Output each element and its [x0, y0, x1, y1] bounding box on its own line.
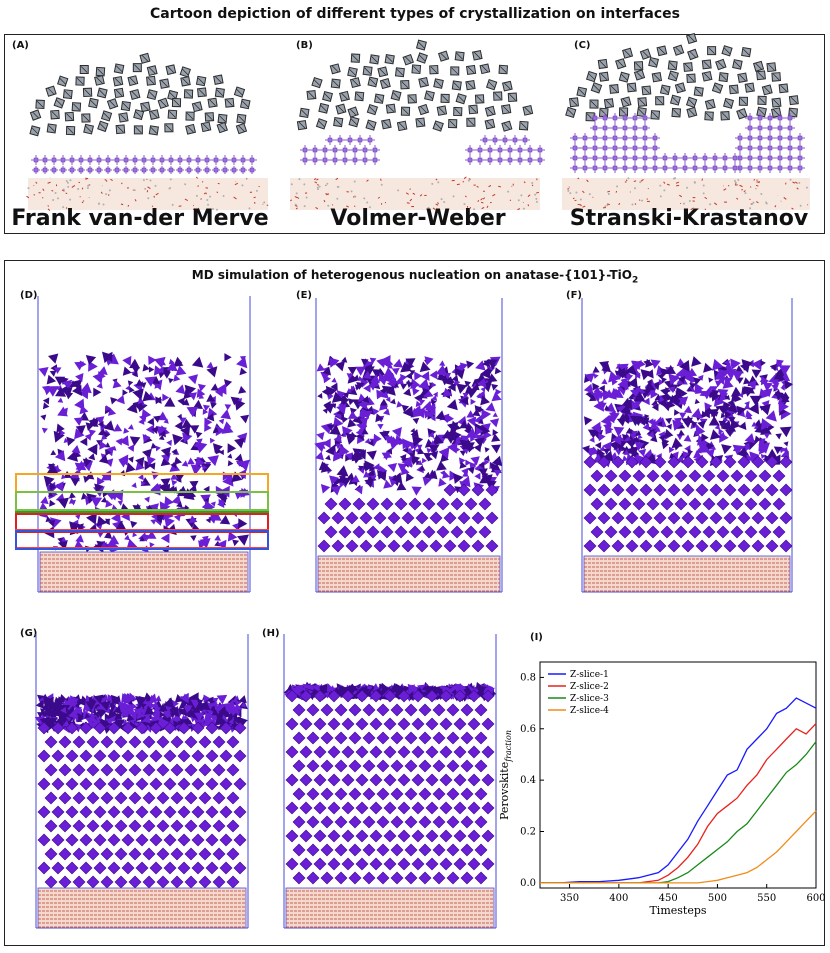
legend-label-3: Z-slice-3: [570, 694, 609, 704]
panel-label-g: (G): [20, 628, 38, 639]
md-panel-f: [581, 298, 794, 593]
substrate-layer: [562, 177, 810, 211]
panel-label-h: (H): [262, 628, 280, 639]
legend-label-1: Z-slice-1: [570, 670, 609, 680]
panel-label-d: (D): [20, 290, 38, 301]
panel-label-f: (F): [566, 290, 582, 301]
x-axis-label: Timesteps: [649, 904, 706, 917]
md-title: MD simulation of heterogenous nucleation…: [191, 268, 639, 286]
md-panel-h: [283, 634, 497, 929]
cartoon-panel-b: [296, 39, 545, 165]
cartoon-panel-c: [565, 32, 805, 173]
panel-label-a: (A): [12, 40, 29, 51]
cartoon-title: Cartoon depiction of different types of …: [149, 6, 680, 22]
substrate-layer: [26, 176, 269, 211]
y-tick-label-2: 0.4: [520, 775, 536, 786]
legend-label-2: Z-slice-2: [570, 682, 609, 692]
md-panel-e: [314, 298, 503, 593]
z-slice-box-2: [15, 491, 269, 511]
y-tick-label-3: 0.6: [520, 724, 536, 735]
x-tick-label-3: 500: [708, 893, 727, 904]
y-axis-label: Perovskitefraction: [498, 730, 513, 820]
y-tick-label-4: 0.8: [520, 672, 536, 683]
series-line-z-slice-1: [540, 697, 817, 884]
y-tick-label-0: 0.0: [520, 878, 536, 889]
cartoon-illustrations: [26, 32, 810, 211]
series-line-z-slice-4: [540, 810, 817, 884]
md-panel-d: [15, 296, 269, 593]
caption-volmer-weber: Volmer-Weber: [330, 206, 506, 231]
plot-area: [539, 661, 817, 889]
panel-label-e: (E): [296, 290, 312, 301]
z-slice-box-6: [15, 530, 269, 550]
panel-label-i: (I): [530, 632, 543, 643]
cartoon-panel-a: [29, 52, 257, 174]
x-tick-label-0: 350: [560, 893, 579, 904]
caption-stranski-krastanov: Stranski-Krastanov: [569, 206, 809, 231]
x-tick-label-1: 400: [609, 893, 628, 904]
y-tick-label-1: 0.2: [520, 827, 536, 838]
panel-label-b: (B): [296, 40, 313, 51]
md-panel-g: [34, 634, 249, 929]
legend-label-4: Z-slice-4: [570, 706, 609, 716]
x-tick-label-2: 450: [659, 893, 678, 904]
panel-label-c: (C): [574, 40, 591, 51]
x-tick-label-4: 550: [757, 893, 776, 904]
x-tick-label-5: 600: [806, 893, 825, 904]
substrate-layer: [290, 176, 540, 211]
caption-frank-van-der-merve: Frank van-der Merve: [11, 206, 269, 231]
